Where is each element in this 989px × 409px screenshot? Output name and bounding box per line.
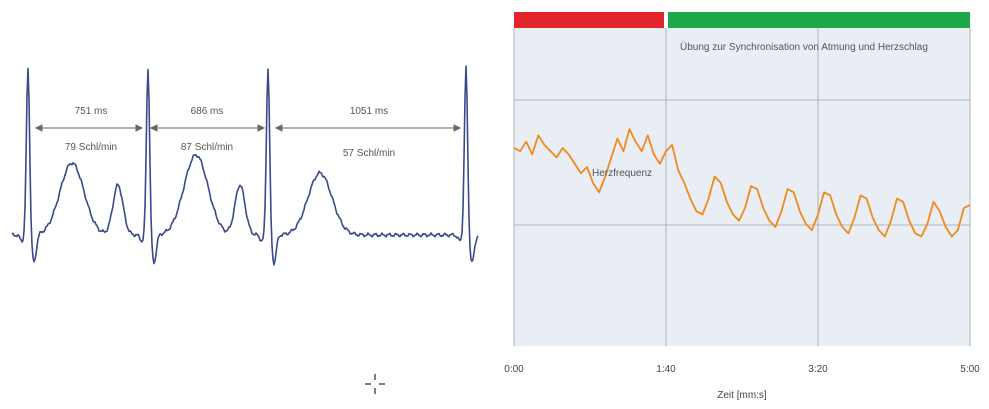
rate-3-label: 57 Schl/min <box>343 148 395 159</box>
x-tick-labels: 0:00 1:40 3:20 5:00 <box>504 364 980 375</box>
phase-band-exercise <box>668 12 970 28</box>
x-tick-label-2: 3:20 <box>808 364 828 375</box>
exercise-label: Übung zur Synchronisation von Atmung und… <box>680 41 928 53</box>
interval-arrows <box>34 124 462 132</box>
interval-1-label: 751 ms <box>75 106 108 117</box>
plot-area <box>514 28 970 346</box>
interval-arrow-1-right-head <box>135 124 144 132</box>
x-tick-label-0: 0:00 <box>504 364 524 375</box>
rate-1-label: 79 Schl/min <box>65 142 117 153</box>
x-axis-label: Zeit [mm:s] <box>717 390 767 401</box>
interval-3-label: 1051 ms <box>350 106 388 117</box>
rate-2-label: 87 Schl/min <box>181 142 233 153</box>
ecg-panel: 751 ms 79 Schl/min 686 ms 87 Schl/min 10… <box>11 65 479 266</box>
x-tick-label-1: 1:40 <box>656 364 676 375</box>
interval-arrow-1-left-head <box>34 124 43 132</box>
interval-2-label: 686 ms <box>191 106 224 117</box>
phase-band-baseline <box>514 12 664 28</box>
ecg-trace <box>11 65 479 266</box>
interval-arrow-3-right-head <box>453 124 462 132</box>
heart-rate-line <box>513 128 971 238</box>
grid <box>513 28 971 346</box>
interval-arrow-2-left-head <box>149 124 158 132</box>
crosshair-icon <box>365 374 385 394</box>
series-label-heart-rate: Herzfrequenz <box>592 168 652 179</box>
hr-panel: Übung zur Synchronisation von Atmung und… <box>504 12 980 401</box>
interval-arrow-2-right-head <box>257 124 266 132</box>
interval-arrow-3-left-head <box>274 124 283 132</box>
x-tick-label-3: 5:00 <box>960 364 980 375</box>
